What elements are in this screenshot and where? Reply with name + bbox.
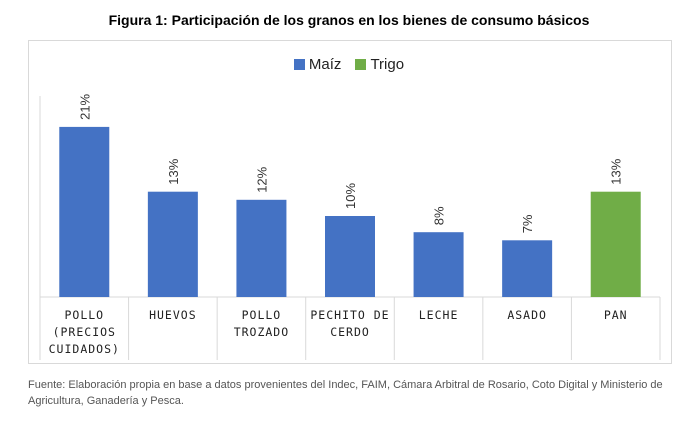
category-label: POLLO — [242, 308, 282, 322]
chart-frame — [28, 40, 672, 364]
data-label: 8% — [432, 206, 447, 225]
data-label: 7% — [520, 214, 535, 233]
legend-label-maiz: Maíz — [308, 56, 342, 73]
bar — [147, 191, 198, 297]
chart-legend: Maíz Trigo — [0, 56, 698, 73]
bar — [325, 216, 375, 297]
category-label: PECHITO DE — [310, 308, 389, 322]
bar — [59, 126, 110, 298]
bar — [413, 232, 464, 297]
category-label: TROZADO — [234, 325, 289, 339]
category-label: CERDO — [330, 325, 370, 339]
legend-swatch-trigo — [355, 59, 367, 70]
legend-swatch-maiz — [293, 59, 305, 70]
data-label: 21% — [77, 93, 92, 119]
legend-item-maiz: Maíz — [293, 56, 342, 73]
legend-item-trigo: Trigo — [355, 56, 404, 73]
data-label: 13% — [609, 158, 624, 184]
data-label: 12% — [254, 166, 269, 192]
source-note: Fuente: Elaboración propia en base a dat… — [28, 379, 663, 407]
legend-label-trigo: Trigo — [370, 56, 405, 73]
category-label: CUIDADOS) — [49, 342, 120, 356]
data-label: 13% — [166, 158, 181, 184]
category-label: ASADO — [507, 308, 547, 322]
category-label: PAN — [604, 308, 628, 322]
category-label: (PRECIOS — [53, 325, 116, 339]
bar — [236, 199, 287, 297]
bar — [590, 191, 641, 297]
category-label: LECHE — [419, 308, 459, 322]
category-label: POLLO — [64, 308, 104, 322]
figure-title: Figura 1: Participación de los granos en… — [108, 12, 590, 28]
data-label: 10% — [343, 183, 358, 209]
bar — [502, 240, 553, 297]
category-label: HUEVOS — [149, 308, 197, 322]
